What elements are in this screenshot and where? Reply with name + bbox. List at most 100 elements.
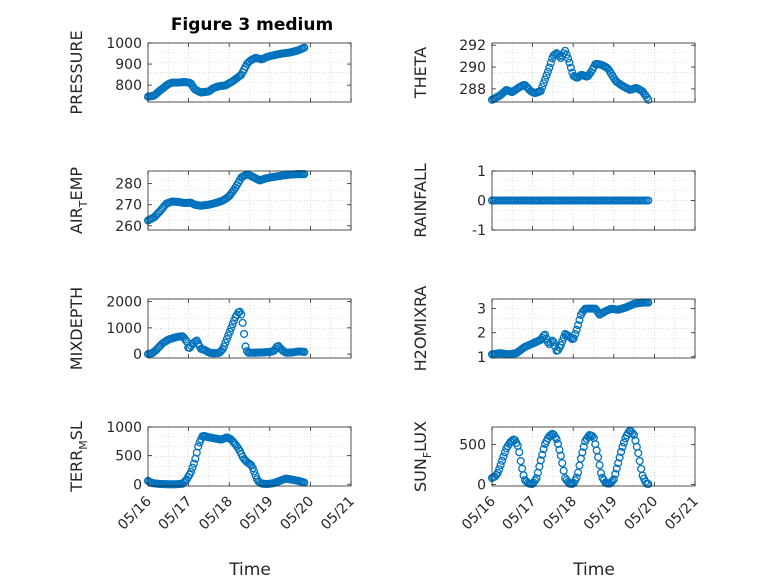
x-axis-label-right: Time	[572, 560, 615, 580]
data-point	[538, 450, 547, 459]
subplot-terr_msl: 0 500 1000 TERRMSL 05/16 05/17 05/18 05/19 05/20…	[67, 420, 358, 533]
data-point	[227, 323, 236, 333]
data-point	[219, 342, 229, 351]
data-point	[500, 448, 509, 457]
data-point	[541, 75, 550, 84]
data-point	[546, 338, 555, 347]
data-point	[634, 449, 643, 458]
data-point	[181, 335, 190, 344]
y-tick-label: 500	[115, 449, 142, 465]
y-tick-label: 1000	[106, 420, 142, 436]
data-point	[543, 338, 552, 347]
data-point	[644, 196, 653, 205]
x-tick-label: 05/17	[500, 494, 540, 534]
y-tick-label: 292	[459, 38, 486, 54]
y-tick-label: 1000	[106, 321, 142, 337]
subplot-mixdepth: 0 1000 2000 MIXDEPTH	[67, 287, 352, 370]
data-point	[539, 445, 548, 454]
data-point	[546, 58, 555, 67]
subplot-theta: 288 290 292 THETA	[411, 38, 696, 104]
data-point	[572, 473, 581, 482]
axes-frame	[147, 298, 352, 359]
data-point	[596, 468, 606, 478]
data-point	[563, 54, 573, 63]
data-point	[542, 71, 551, 80]
data-point	[240, 329, 249, 338]
data-point	[189, 459, 198, 468]
data-point	[532, 474, 541, 483]
y-tick-label: 1	[477, 350, 486, 366]
subplot-sun_flux: 0 500 SUNFLUX 05/16 05/17 05/18 05/19 05/20 05/2…	[411, 421, 702, 533]
x-tick-label: 05/16	[459, 493, 499, 533]
data-point	[536, 456, 545, 465]
axes-frame	[491, 170, 696, 231]
subplot-pressure: 800 900 1000 PRESSURE	[67, 30, 352, 115]
y-tick-label: 2	[477, 326, 486, 342]
data-point	[573, 321, 583, 330]
data-point	[618, 442, 627, 451]
y-tick-label: 500	[459, 438, 486, 454]
data-point	[565, 58, 574, 67]
data-point	[545, 63, 554, 72]
data-point	[617, 447, 626, 456]
data-point	[552, 435, 561, 444]
data-point	[569, 334, 578, 343]
data-point	[608, 476, 617, 485]
data-point	[566, 63, 575, 72]
data-point	[614, 459, 623, 468]
y-tick-label: 0	[133, 347, 142, 363]
data-point	[619, 438, 628, 447]
x-tick-label: 05/18	[196, 494, 236, 534]
data-point	[572, 325, 581, 334]
data-point	[588, 432, 597, 441]
y-tick-label: 0	[133, 477, 142, 493]
data-point	[515, 448, 524, 457]
data-point	[556, 341, 565, 350]
data-point	[224, 331, 233, 340]
subplot-air_temp: 260 270 280 AIRTEMP	[67, 167, 352, 235]
data-point	[543, 67, 552, 76]
data-point	[300, 347, 309, 357]
data-point	[541, 330, 550, 339]
data-point	[228, 320, 237, 329]
data-point	[579, 442, 588, 451]
data-point	[609, 475, 618, 484]
data-point	[539, 79, 548, 88]
data-point	[556, 451, 565, 460]
y-axis-label: THETA	[411, 47, 430, 99]
data-point	[186, 467, 196, 476]
data-point	[188, 463, 197, 472]
data-point	[194, 442, 203, 451]
y-tick-label: 0	[477, 194, 486, 210]
x-tick-label: 05/19	[581, 494, 621, 534]
data-point	[558, 459, 567, 468]
data-point	[561, 46, 570, 55]
data-point	[493, 468, 502, 477]
data-point	[615, 453, 624, 462]
y-tick-label: 800	[115, 78, 142, 94]
data-point	[559, 466, 568, 475]
x-tick-label: 05/18	[540, 494, 580, 534]
y-axis-label: RAINFALL	[411, 163, 430, 238]
axes-frame	[147, 170, 352, 231]
y-tick-label: -1	[472, 223, 486, 239]
y-tick-label: 0	[477, 477, 486, 493]
x-tick-label: 05/21	[318, 494, 358, 534]
data-point	[578, 448, 587, 457]
y-tick-label: 260	[115, 219, 142, 235]
data-point	[571, 330, 580, 339]
data-point	[496, 460, 505, 470]
y-tick-label: 270	[115, 198, 142, 214]
axes-frame	[491, 42, 696, 103]
axes-frame	[147, 426, 352, 487]
y-tick-label: 3	[477, 302, 486, 318]
y-tick-label: 280	[115, 177, 142, 193]
data-point	[238, 318, 247, 327]
x-tick-label: 05/20	[277, 494, 317, 534]
subplot-h2omixra: 1 2 3 H2OMIXRA	[411, 286, 696, 371]
x-tick-label: 05/21	[662, 494, 702, 534]
data-point	[237, 310, 246, 319]
data-point	[612, 464, 621, 473]
